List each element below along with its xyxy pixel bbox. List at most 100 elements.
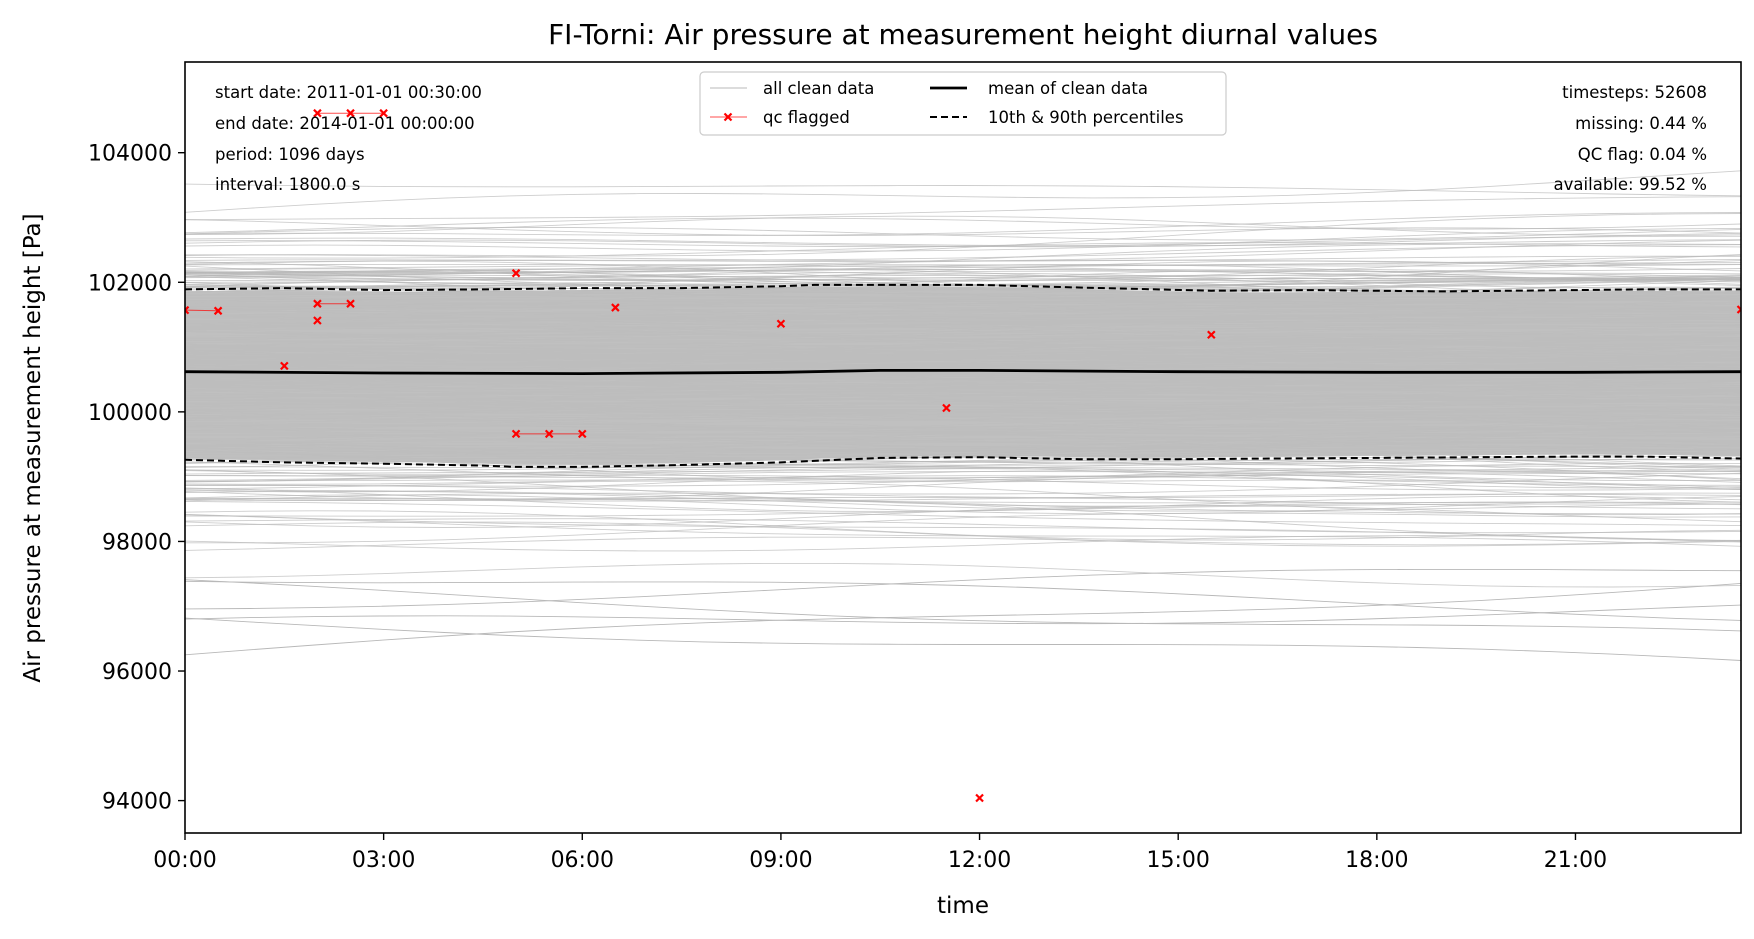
- clean-data-line: [185, 579, 1741, 632]
- qc-flagged-point: [544, 429, 554, 439]
- plot-content: [185, 108, 1741, 803]
- clean-data-line: [185, 500, 1741, 527]
- clean-data-line: [185, 474, 1741, 500]
- chart-title: FI-Torni: Air pressure at measurement he…: [548, 18, 1378, 51]
- y-tick-label: 98000: [102, 530, 172, 555]
- y-tick-label: 94000: [102, 790, 172, 815]
- qc-flagged-point: [313, 316, 322, 325]
- x-tick-label: 09:00: [749, 848, 812, 873]
- x-tick-label: 06:00: [551, 848, 614, 873]
- legend: all clean data qc flagged mean of clean …: [699, 71, 1227, 136]
- clean-data-dense-band: [185, 286, 1741, 465]
- clean-data-line: [185, 536, 1741, 551]
- y-axis-ticks: 94000 96000 98000 100000 102000 104000: [88, 142, 185, 815]
- x-tick-label: 00:00: [153, 848, 216, 873]
- x-tick-label: 12:00: [948, 848, 1011, 873]
- clean-data-line: [185, 237, 1741, 247]
- info-period: period: 1096 days: [215, 145, 365, 164]
- info-end-date: end date: 2014-01-01 00:00:00: [215, 114, 475, 133]
- clean-data-line: [185, 196, 1741, 221]
- clean-data-line: [185, 490, 1741, 512]
- x-tick-label: 18:00: [1345, 848, 1408, 873]
- clean-data-line: [185, 212, 1741, 236]
- clean-data-line: [185, 512, 1741, 544]
- clean-data-line: [185, 227, 1741, 252]
- clean-data-line: [185, 268, 1741, 293]
- dense-band-area: [185, 286, 1741, 465]
- clean-data-line: [185, 489, 1741, 515]
- legend-label-mean: mean of clean data: [988, 79, 1148, 98]
- info-start-date: start date: 2011-01-01 00:30:00: [215, 83, 482, 102]
- qc-flagged-point: [280, 361, 289, 371]
- y-tick-label: 96000: [102, 660, 172, 685]
- x-tick-label: 03:00: [352, 848, 415, 873]
- qc-flagged-point: [1207, 330, 1216, 340]
- clean-data-line: [185, 582, 1741, 656]
- info-missing: missing: 0.44 %: [1575, 114, 1707, 133]
- clean-data-line: [185, 262, 1741, 266]
- x-axis-label: time: [937, 893, 989, 919]
- clean-data-line: [185, 259, 1741, 273]
- info-timesteps: timesteps: 52608: [1562, 83, 1707, 102]
- series-lines: [185, 283, 1741, 468]
- clean-data-line: [185, 213, 1741, 257]
- info-right: timesteps: 52608 missing: 0.44 % QC flag…: [1554, 83, 1707, 194]
- info-available: available: 99.52 %: [1554, 175, 1707, 194]
- qc-flagged-point: [942, 403, 951, 413]
- clean-data-line: [185, 461, 1741, 489]
- mean-line: [185, 369, 1741, 376]
- qc-flagged-point: [313, 108, 322, 118]
- qc-flagged-point: [185, 305, 190, 315]
- qc-flagged-point: [511, 268, 521, 278]
- clean-data-line: [185, 521, 1741, 547]
- y-tick-label: 100000: [88, 401, 172, 426]
- clean-data-line: [185, 274, 1741, 283]
- info-interval: interval: 1800.0 s: [215, 175, 360, 194]
- clean-data-line: [185, 466, 1741, 482]
- qc-flagged-point: [313, 299, 322, 308]
- clean-data-line: [185, 494, 1741, 515]
- x-tick-label: 15:00: [1146, 848, 1209, 873]
- x-axis-ticks: 00:00 03:00 06:00 09:00 12:00 15:00 18:00 21:00: [153, 833, 1607, 873]
- clean-data-line: [185, 493, 1741, 502]
- info-left: start date: 2011-01-01 00:30:00 end date…: [215, 83, 482, 194]
- clean-data-line: [185, 604, 1741, 625]
- legend-swatch-qc-marker: [723, 112, 733, 122]
- clean-data-line: [185, 217, 1741, 234]
- legend-label-percentiles: 10th & 90th percentiles: [988, 108, 1184, 127]
- plot-frame: [184, 61, 1742, 834]
- clean-data-line: [185, 580, 1741, 621]
- qc-flagged-point: [975, 793, 984, 803]
- qc-flagged-point: [577, 429, 587, 439]
- qc-flagged-point: [511, 429, 521, 439]
- y-tick-label: 102000: [88, 271, 172, 296]
- info-qc-flag: QC flag: 0.04 %: [1578, 145, 1707, 164]
- clean-data-line: [185, 568, 1741, 610]
- percentile-90-line: [185, 283, 1741, 293]
- y-axis-label: Air pressure at measurement height [Pa]: [20, 213, 46, 682]
- qc-flagged-point: [346, 108, 355, 118]
- qc-flagged-point: [346, 299, 355, 308]
- qc-flagged-point: [1736, 305, 1741, 314]
- qc-flagged-point: [776, 319, 786, 329]
- clean-data-line: [185, 268, 1741, 275]
- clean-data-line: [185, 462, 1741, 487]
- qc-flagged-point: [213, 306, 223, 316]
- clean-data-line: [185, 183, 1741, 197]
- clean-data-line: [185, 562, 1741, 588]
- clean-data-line: [185, 475, 1741, 486]
- y-tick-label: 104000: [88, 142, 172, 167]
- clean-data-line: [185, 260, 1741, 277]
- clean-data-line: [185, 617, 1741, 661]
- clean-data-line: [185, 235, 1741, 248]
- legend-box: [699, 71, 1227, 136]
- clean-data-line: [185, 227, 1741, 241]
- clean-data-line: [185, 465, 1741, 503]
- clean-data-line: [185, 474, 1741, 491]
- qc-flagged-line: [185, 309, 219, 312]
- qc-flagged-layer: [185, 108, 1741, 803]
- legend-label-qc: qc flagged: [763, 108, 850, 127]
- clean-data-line: [185, 505, 1741, 528]
- qc-flagged-point: [379, 108, 388, 118]
